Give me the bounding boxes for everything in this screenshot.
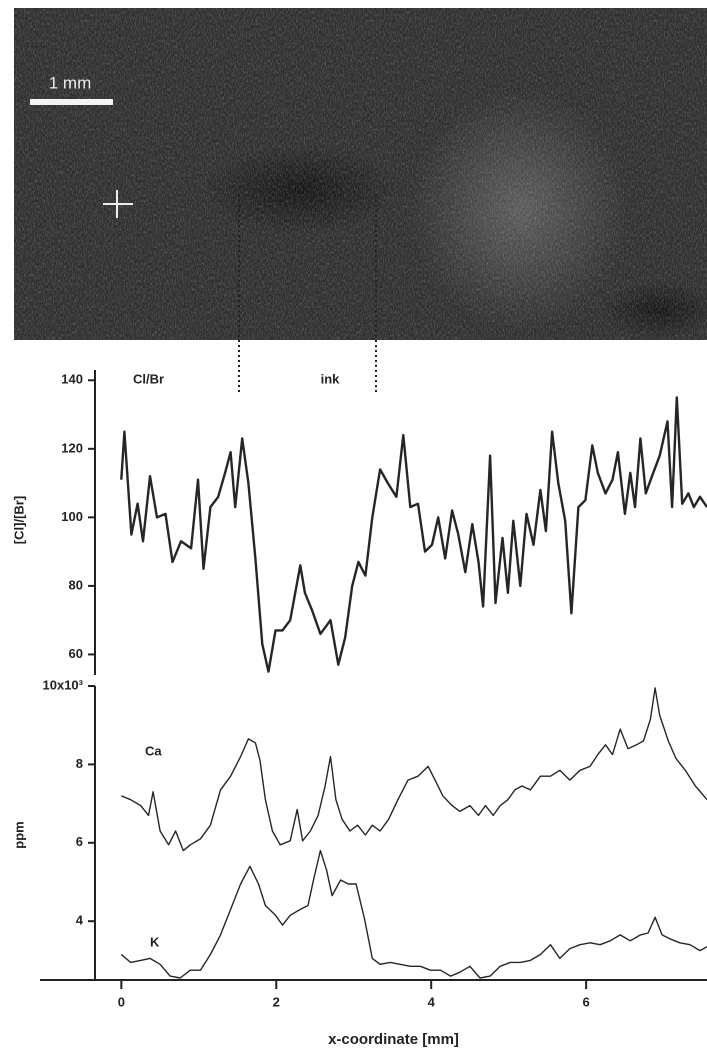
series-line [121, 687, 707, 852]
micrograph: 1 mm [14, 8, 707, 340]
annotation: ink [321, 371, 341, 386]
x-tick-label: 0 [118, 994, 125, 1009]
y-axis-label: [Cl]/[Br] [11, 496, 26, 544]
image-texture [14, 8, 707, 340]
y-axis-label: ppm [11, 821, 26, 848]
series-label: Cl/Br [133, 371, 164, 386]
y-tick-label: 100 [61, 509, 83, 524]
x-tick-label: 2 [273, 994, 280, 1009]
y-tick-label: 80 [69, 577, 83, 592]
y-tick-label: 8 [76, 756, 83, 771]
scale-bar [30, 99, 113, 105]
y-tick-label: 140 [61, 372, 83, 387]
series-label: K [150, 934, 160, 949]
series-label: Ca [145, 743, 162, 758]
y-tick-label: 120 [61, 440, 83, 455]
scale-bar-label: 1 mm [49, 73, 92, 92]
y-tick-label: 6 [76, 834, 83, 849]
x-tick-label: 4 [428, 994, 436, 1009]
cross-marker [103, 190, 133, 218]
series-line [120, 396, 707, 673]
y-tick-label: 4 [76, 913, 84, 928]
y-tick-label: 60 [69, 646, 83, 661]
y-tick-label: 10x10³ [43, 677, 84, 692]
x-axis-label: x-coordinate [mm] [328, 1031, 459, 1048]
x-tick-label: 6 [583, 994, 590, 1009]
series-line [120, 849, 707, 979]
